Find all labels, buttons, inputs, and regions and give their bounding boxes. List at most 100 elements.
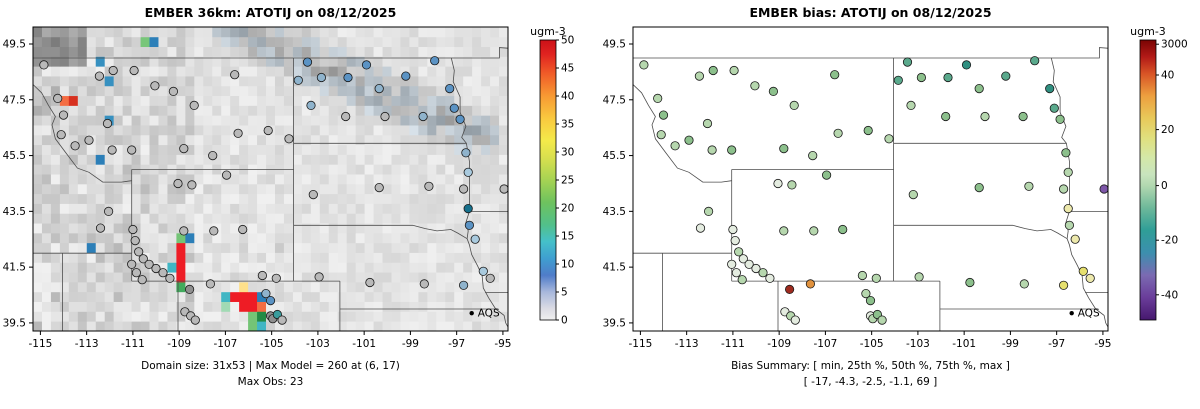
colorbar-tick-label: 15	[561, 231, 574, 243]
raster-cell	[400, 95, 410, 106]
raster-cell	[95, 105, 106, 116]
raster-cell	[499, 66, 508, 77]
raster-cell	[391, 183, 401, 195]
station-marker	[263, 125, 273, 136]
raster-cell	[310, 115, 321, 126]
station-marker	[779, 226, 789, 236]
raster-cell	[292, 164, 303, 175]
raster-cell	[328, 311, 339, 322]
raster-cell	[176, 203, 186, 214]
raster-cell	[481, 154, 491, 165]
raster-cell	[283, 95, 294, 106]
station-marker	[222, 170, 232, 180]
raster-cell	[373, 291, 383, 302]
raster-cell	[239, 36, 249, 48]
raster-cell	[203, 301, 213, 312]
raster-cell	[382, 272, 392, 283]
raster-cell	[95, 203, 106, 214]
raster-cell	[86, 154, 97, 165]
raster-cell	[230, 262, 240, 273]
raster-cell	[221, 144, 231, 155]
station-marker	[785, 284, 795, 294]
station-marker	[730, 236, 740, 246]
raster-cell	[203, 125, 213, 136]
x-axis-tick-label: -109	[767, 338, 791, 350]
raster-cell	[490, 252, 500, 263]
raster-cell	[328, 105, 339, 116]
raster-cell	[355, 134, 365, 146]
raster-cell	[221, 76, 231, 87]
raster-cell	[301, 301, 312, 312]
raster-cell	[499, 213, 508, 224]
raster-cell	[167, 134, 177, 146]
raster-cell	[203, 203, 213, 214]
raster-cell	[337, 46, 348, 57]
raster-cell	[230, 301, 240, 312]
station-marker	[737, 275, 747, 285]
raster-cell	[355, 144, 365, 155]
raster-cell	[274, 115, 285, 126]
raster-cell	[391, 95, 401, 106]
raster-cell	[499, 164, 508, 175]
raster-cell	[472, 252, 482, 263]
raster-cell	[95, 321, 106, 331]
raster-cell	[68, 213, 79, 224]
raster-cell	[239, 174, 249, 185]
raster-cell	[391, 301, 401, 312]
raster-cell	[176, 85, 186, 97]
raster-cell	[257, 321, 267, 331]
station-marker	[908, 190, 918, 200]
raster-cell	[230, 134, 240, 146]
raster-cell	[77, 301, 88, 312]
raster-cell	[221, 311, 231, 322]
raster-cell	[113, 272, 124, 283]
raster-cell	[122, 291, 132, 302]
raster-cell	[391, 174, 401, 185]
state-border	[939, 238, 1097, 310]
raster-cell	[158, 46, 168, 57]
raster-cell	[158, 321, 168, 331]
raster-cell	[59, 232, 70, 244]
raster-cell	[319, 66, 330, 77]
station-marker	[94, 71, 105, 81]
raster-cell	[131, 213, 141, 224]
raster-cell	[239, 232, 249, 244]
raster-cell	[445, 125, 455, 136]
colorbar-tick-label: 40	[1161, 70, 1174, 82]
raster-cell	[149, 203, 159, 214]
raster-cell	[33, 105, 43, 116]
raster-cell	[301, 321, 312, 331]
raster-cell	[400, 125, 410, 136]
raster-cell	[328, 223, 339, 234]
raster-cell	[113, 281, 124, 293]
raster-cell	[481, 164, 491, 175]
raster-cell	[167, 321, 177, 331]
raster-cell	[337, 154, 348, 165]
raster-cell	[239, 144, 249, 155]
raster-cell	[33, 203, 43, 214]
raster-cell	[346, 272, 357, 283]
raster-cell	[391, 46, 401, 57]
raster-cell	[41, 311, 52, 322]
raster-cell	[319, 27, 330, 38]
raster-cell	[248, 252, 258, 263]
raster-cell	[176, 291, 186, 302]
raster-cell	[149, 174, 159, 185]
raster-cell	[131, 76, 141, 87]
raster-cell	[33, 36, 43, 48]
raster-cell	[41, 105, 52, 116]
raster-cell	[239, 27, 249, 38]
raster-cell	[41, 95, 52, 106]
raster-cell	[131, 85, 141, 97]
raster-cell	[373, 174, 383, 185]
station-marker	[58, 110, 69, 120]
raster-cell	[418, 262, 428, 273]
raster-cell	[463, 85, 473, 97]
raster-cell	[319, 174, 330, 185]
raster-cell	[167, 183, 177, 195]
raster-cell	[400, 76, 410, 87]
raster-cell	[149, 321, 159, 331]
raster-cell	[364, 66, 374, 77]
raster-cell	[490, 56, 500, 67]
raster-cell	[266, 27, 276, 38]
